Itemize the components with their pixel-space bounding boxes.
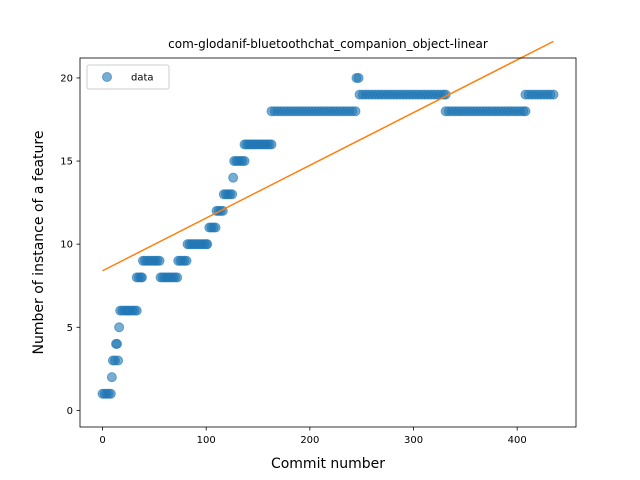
data-point (172, 272, 183, 283)
data-point (112, 338, 123, 349)
y-tick-label: 15 (60, 157, 73, 168)
x-tick-label: 0 (99, 435, 105, 446)
y-ticks: 0 5 10 15 20 (60, 73, 80, 417)
y-tick-label: 0 (67, 406, 73, 417)
data-point (210, 222, 221, 233)
data-point (227, 189, 238, 200)
data-point (105, 388, 116, 399)
data-point (136, 272, 147, 283)
data-point (106, 372, 117, 383)
data-point (202, 239, 213, 250)
legend-box (86, 64, 170, 90)
data-point (353, 72, 364, 83)
data-point (181, 255, 192, 266)
data-point (266, 139, 277, 150)
chart-title: com-glodanif-bluetoothchat_companion_obj… (168, 37, 488, 51)
data-point (131, 305, 142, 316)
x-tick-label: 100 (197, 435, 216, 446)
data-point (548, 89, 559, 100)
y-axis-label: Number of instance of a feature (31, 131, 47, 355)
lines-layer (102, 40, 554, 272)
y-tick-label: 10 (60, 240, 73, 251)
data-point (113, 355, 124, 366)
x-tick-label: 300 (404, 435, 423, 446)
x-tick-label: 200 (300, 435, 319, 446)
plot-area (80, 58, 576, 427)
data-point (228, 172, 239, 183)
legend-marker (102, 72, 112, 82)
x-axis-label: Commit number (271, 456, 385, 472)
data-point (350, 106, 361, 117)
data-point (154, 255, 165, 266)
plot-frame (79, 57, 577, 428)
legend-entry-label: data (131, 73, 154, 84)
data-point (239, 156, 250, 167)
data-point (520, 106, 531, 117)
y-tick-label: 20 (60, 73, 73, 84)
fit-line (102, 40, 554, 272)
y-tick-label: 5 (67, 323, 73, 334)
points-layer (97, 72, 559, 399)
data-point (114, 322, 125, 333)
legend: data (86, 64, 170, 90)
x-tick-label: 400 (508, 435, 527, 446)
x-ticks: 0 100 200 300 400 (99, 427, 527, 446)
